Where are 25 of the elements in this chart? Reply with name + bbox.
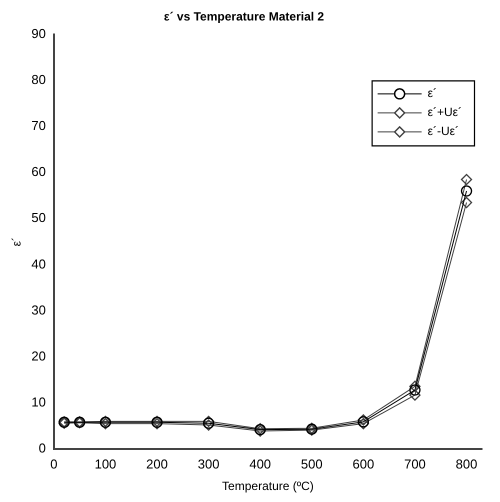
legend-label: ε´ (428, 86, 437, 100)
y-tick-label: 50 (31, 210, 46, 226)
x-tick-label: 500 (300, 456, 323, 472)
legend-label: ε´-Uε´ (428, 124, 459, 138)
x-axis-title: Temperature (ºC) (222, 479, 314, 494)
y-tick-label: 60 (31, 164, 46, 180)
y-tick-label: 40 (31, 256, 46, 272)
x-tick-label: 400 (249, 456, 272, 472)
y-axis-title: ε´ (10, 237, 24, 246)
y-tick-label: 70 (31, 118, 46, 134)
legend-label: ε´+Uε´ (428, 105, 462, 120)
y-tick-label: 20 (31, 348, 46, 364)
x-tick-label: 0 (50, 456, 58, 472)
x-tick-label: 100 (94, 456, 116, 472)
x-tick-label: 600 (352, 456, 374, 472)
y-tick-label: 90 (31, 26, 46, 41)
x-tick-label: 200 (146, 456, 168, 472)
y-tick-label: 10 (31, 394, 46, 410)
y-tick-label: 0 (38, 440, 46, 456)
x-tick-label: 800 (456, 456, 478, 472)
x-tick-label: 700 (404, 456, 426, 472)
x-tick-label: 300 (198, 456, 220, 472)
y-tick-label: 80 (31, 72, 46, 88)
chart-title: ε´ vs Temperature Material 2 (164, 10, 324, 24)
y-tick-label: 30 (31, 302, 46, 318)
